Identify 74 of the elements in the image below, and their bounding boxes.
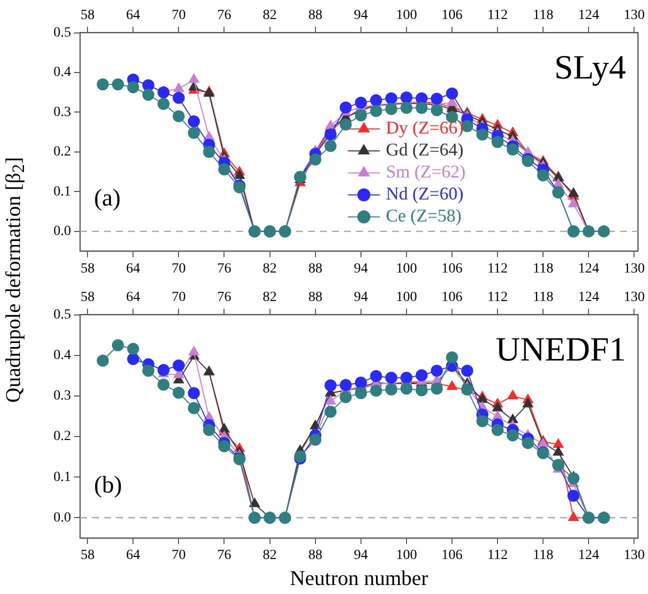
x-tick-label: 106 [442,290,462,306]
x-tick-label: 70 [172,290,186,306]
x2-tick-label: 118 [532,548,554,564]
x-tick-label: 82 [262,8,277,24]
x2-tick-label: 82 [262,261,277,276]
x2-tick-label: 106 [442,261,462,276]
x-tick-label: 124 [578,8,600,24]
x-axis-title: Neutron number [290,566,428,590]
x-tick-label: 112 [487,290,508,306]
y-tick-label: 0.0 [54,224,71,240]
x-tick-label: 94 [354,8,368,24]
x-tick-label: 118 [532,290,554,306]
annotation: (a) [94,185,121,212]
x-tick-label: 64 [126,290,140,306]
x2-tick-label: 94 [354,548,368,564]
x-tick-label: 70 [172,8,186,24]
x2-tick-label: 76 [217,261,232,276]
x2-tick-label: 100 [396,261,417,276]
x2-tick-label: 88 [308,548,322,564]
x2-tick-label: 112 [487,548,508,564]
x2-tick-label: 130 [624,548,645,564]
x2-tick-label: 106 [442,548,462,564]
legend-label: Sm (Z=62) [386,162,466,182]
y-tick-label: 0.3 [54,104,71,120]
x-tick-label: 94 [354,290,368,306]
x2-tick-label: 118 [532,261,554,276]
x2-tick-label: 82 [262,548,277,564]
annotation: UNEDF1 [496,332,626,369]
x-tick-label: 124 [578,290,600,306]
x-tick-label: 88 [308,8,322,24]
x2-tick-label: 94 [354,261,368,276]
y-tick-label: 0.0 [54,510,71,526]
y-tick-label: 0.5 [54,25,71,40]
x2-tick-label: 88 [308,261,322,276]
x-tick-label: 100 [396,8,417,24]
x-tick-label: 130 [624,290,645,306]
x-tick-label: 118 [532,8,554,24]
annotation: SLy4 [554,50,626,87]
y-tick-label: 0.2 [54,429,71,444]
y-tick-label: 0.2 [54,144,71,160]
x2-tick-label: 130 [624,261,645,276]
x-tick-label: 100 [396,290,417,306]
x2-tick-label: 124 [578,261,600,276]
x2-tick-label: 76 [217,548,232,564]
y-tick-label: 0.5 [54,307,71,322]
x-tick-label: 112 [487,8,508,24]
x2-tick-label: 58 [80,548,95,564]
annotation: (b) [94,472,122,498]
x-tick-label: 106 [442,8,462,24]
x-tick-label: 76 [217,8,232,24]
x2-tick-label: 70 [172,261,186,276]
legend-label: Nd (Z=60) [386,184,464,204]
x-tick-label: 64 [126,8,140,24]
legend-label: Gd (Z=64) [386,140,464,160]
x2-tick-label: 58 [80,261,95,276]
y-tick-label: 0.1 [54,470,71,485]
x2-tick-label: 100 [396,548,417,564]
y-tick-label: 0.1 [54,184,71,200]
x-tick-label: 88 [308,290,322,306]
x-tick-label: 58 [80,8,95,24]
x2-tick-label: 64 [126,548,140,564]
x-tick-label: 76 [217,290,232,306]
x2-tick-label: 112 [487,261,508,276]
x-tick-label: 82 [262,290,277,306]
legend-label: Ce (Z=58) [386,206,462,226]
legend-label: Dy (Z=66) [386,118,464,138]
x-tick-label: 130 [624,8,645,24]
y-tick-label: 0.4 [54,65,71,80]
x2-tick-label: 124 [578,548,600,564]
x-tick-label: 58 [80,290,95,306]
x2-tick-label: 64 [126,261,140,276]
y-tick-label: 0.4 [54,348,71,364]
y-tick-label: 0.3 [54,388,71,404]
x2-tick-label: 70 [172,548,186,564]
